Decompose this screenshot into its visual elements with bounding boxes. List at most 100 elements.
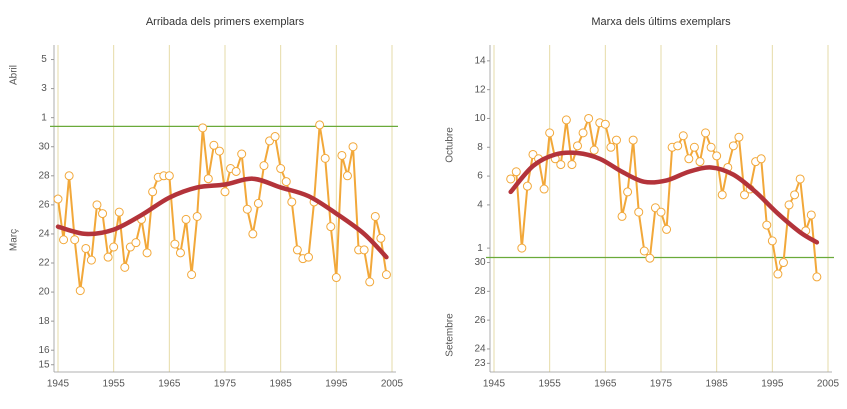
data-point <box>756 154 766 164</box>
data-point <box>270 132 280 142</box>
data-line <box>509 117 818 278</box>
data-point <box>231 166 241 176</box>
data-point <box>320 153 330 163</box>
y-axis-label: Octubre <box>445 127 456 163</box>
data-point <box>673 141 683 151</box>
data-point <box>623 187 633 197</box>
data-point <box>120 262 130 272</box>
data-point <box>545 128 555 138</box>
y-tick-label: 15 <box>38 359 50 370</box>
data-point <box>109 242 119 252</box>
data-point <box>315 120 325 130</box>
data-point <box>611 135 621 145</box>
x-tick-label: 1945 <box>47 379 70 390</box>
trend-line <box>508 150 820 245</box>
x-tick-label: 1985 <box>270 379 293 390</box>
y-axis-label: Setembre <box>445 313 456 357</box>
data-point <box>326 222 336 232</box>
data-point <box>292 245 302 255</box>
data-point <box>253 198 263 208</box>
data-point <box>203 174 213 184</box>
data-point <box>589 145 599 155</box>
data-point <box>192 211 202 221</box>
y-tick-label: 30 <box>38 141 50 152</box>
y-tick-label: 3 <box>41 83 47 94</box>
data-point <box>795 174 805 184</box>
y-tick-label: 10 <box>474 113 486 124</box>
data-point <box>214 146 224 156</box>
data-point <box>573 141 582 151</box>
data-point <box>64 171 74 181</box>
data-point <box>561 115 571 125</box>
data-point <box>281 177 291 187</box>
data-point <box>337 150 347 160</box>
data-point <box>175 248 185 258</box>
data-point <box>198 123 208 133</box>
data-point <box>98 209 108 219</box>
data-point <box>59 235 69 245</box>
data-point <box>148 187 158 197</box>
x-tick-label: 1955 <box>539 379 562 390</box>
data-point <box>304 252 313 262</box>
data-point <box>359 245 369 255</box>
y-tick-label: 22 <box>38 258 50 269</box>
data-point <box>342 171 352 181</box>
y-tick-label: 5 <box>41 54 47 65</box>
data-point <box>114 207 124 217</box>
y-tick-label: 18 <box>38 316 50 327</box>
y-tick-label: 12 <box>474 84 486 95</box>
data-point <box>131 238 141 248</box>
data-point <box>812 272 822 282</box>
x-tick-label: 1945 <box>483 379 506 390</box>
data-point <box>645 253 655 263</box>
data-point <box>92 200 102 210</box>
data-point <box>639 246 649 256</box>
x-tick-label: 1995 <box>761 379 784 390</box>
y-tick-label: 30 <box>474 257 486 268</box>
data-point <box>70 235 80 245</box>
data-point <box>784 200 794 210</box>
data-point <box>740 190 749 200</box>
data-point <box>606 142 616 152</box>
y-tick-label: 28 <box>474 286 486 297</box>
y-tick-label: 24 <box>38 229 50 240</box>
y-axis-label: Abril <box>9 65 20 85</box>
data-point <box>164 171 174 181</box>
data-point <box>706 142 716 152</box>
data-point <box>662 224 672 234</box>
data-point <box>287 197 297 207</box>
data-point <box>701 128 711 138</box>
data-point <box>522 181 532 191</box>
data-point <box>53 194 63 204</box>
y-tick-label: 26 <box>474 315 486 326</box>
data-point <box>376 233 386 243</box>
data-point <box>248 229 258 239</box>
data-point <box>656 207 666 217</box>
data-point <box>142 248 152 258</box>
data-point <box>370 211 380 221</box>
data-point <box>678 131 688 141</box>
data-point <box>695 157 705 167</box>
data-point <box>628 135 638 145</box>
chart-title: Marxa dels últims exemplars <box>591 16 731 28</box>
y-tick-label: 28 <box>38 170 50 181</box>
data-point <box>209 140 219 150</box>
data-point <box>806 210 816 220</box>
data-point <box>578 128 588 138</box>
x-tick-label: 1975 <box>650 379 673 390</box>
y-tick-label: 20 <box>38 287 50 298</box>
data-point <box>717 190 727 200</box>
y-tick-label: 23 <box>474 358 486 369</box>
data-point <box>556 160 566 170</box>
y-tick-label: 6 <box>477 171 483 182</box>
x-tick-label: 2005 <box>817 379 840 390</box>
y-tick-label: 8 <box>477 142 483 153</box>
data-point <box>103 252 113 262</box>
data-point <box>220 187 230 197</box>
x-tick-label: 1955 <box>103 379 126 390</box>
y-tick-label: 1 <box>477 243 483 254</box>
x-tick-label: 1985 <box>706 379 729 390</box>
data-point <box>684 154 694 164</box>
data-point <box>617 211 627 221</box>
